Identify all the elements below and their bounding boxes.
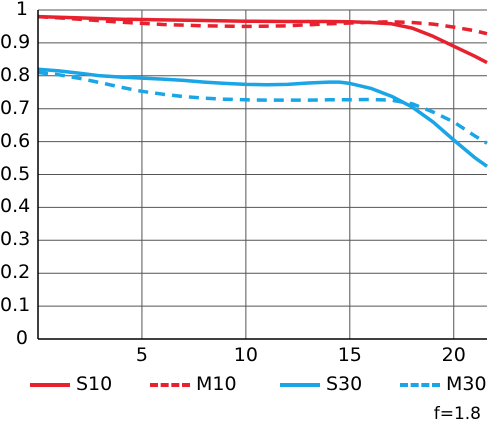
series-line-m10 <box>37 14 488 36</box>
y-tick-label: 0.5 <box>0 162 31 185</box>
plot-frame <box>37 10 487 340</box>
y-tick-label: 0.2 <box>0 261 31 284</box>
legend-label: M10 <box>196 373 237 395</box>
y-tick-label: 0 <box>15 327 28 349</box>
aperture-note: f=1.8 <box>433 404 481 424</box>
grid-lines <box>38 9 487 340</box>
y-tick-label: 0.1 <box>0 294 31 317</box>
series-lines <box>37 14 489 168</box>
y-tick-label: 0.3 <box>0 228 31 251</box>
legend-swatch <box>150 383 190 387</box>
x-tick-label: 5 <box>135 344 148 366</box>
series-line-s10 <box>37 14 488 65</box>
x-tick-label: 20 <box>441 344 466 366</box>
y-tick-label: 0.9 <box>0 30 31 53</box>
legend-label: S10 <box>76 373 113 395</box>
y-tick-label: 0.8 <box>0 63 31 86</box>
y-tick-label: 0.6 <box>0 129 31 152</box>
series-line-s30 <box>37 67 489 168</box>
x-tick-label: 10 <box>233 344 258 366</box>
legend-label: M30 <box>446 373 487 395</box>
y-tick-label: 0.4 <box>0 195 31 218</box>
y-tick-label: 1 <box>15 0 28 20</box>
x-tick-label: 15 <box>337 344 362 366</box>
y-tick-label: 0.7 <box>0 96 31 119</box>
legend-swatch <box>280 383 320 387</box>
legend-label: S30 <box>326 373 363 395</box>
legend-swatch <box>30 383 70 387</box>
legend-swatch <box>400 383 440 387</box>
series-line-m30 <box>37 70 488 145</box>
